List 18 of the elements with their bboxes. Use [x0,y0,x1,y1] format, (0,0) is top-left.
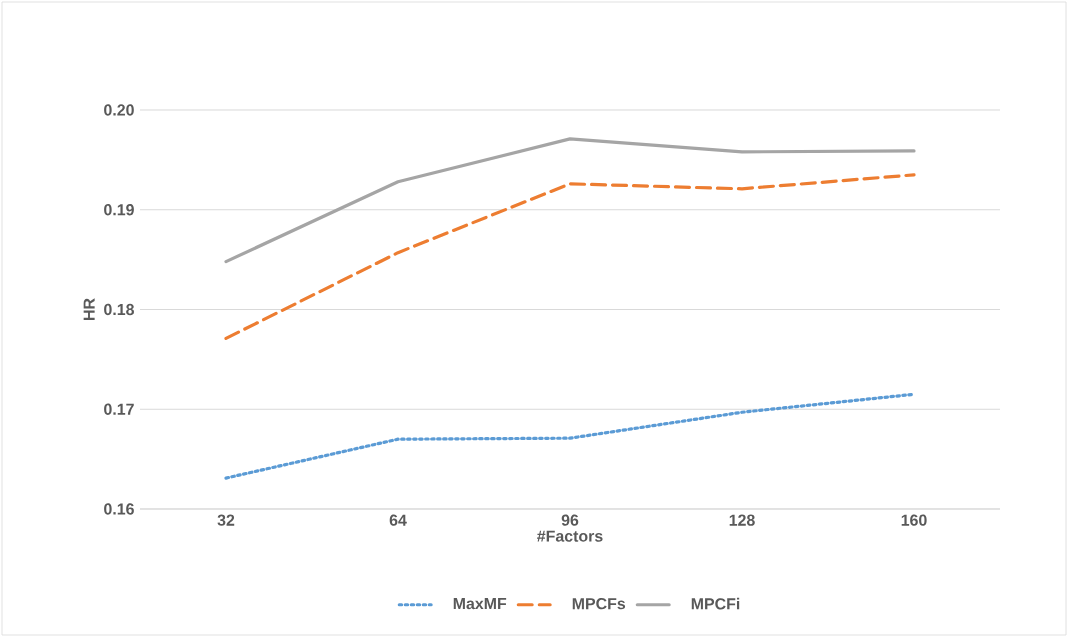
x-tick-label: 64 [389,514,407,526]
y-tick-label: 0.17 [104,403,134,415]
y-tick-label: 0.18 [104,303,134,316]
line-series [224,137,916,264]
legend-label: MaxMF [453,598,507,610]
y-axis-title: HR [83,298,95,320]
x-tick-label: 32 [217,514,235,526]
y-tick-label: 0.20 [104,104,134,116]
y-tick-label: 0.19 [104,204,134,216]
line-series [224,392,916,480]
line-series [224,173,916,341]
x-tick-label: 96 [561,514,579,526]
x-tick-label: 128 [729,514,755,526]
legend-label: MPCFs [572,598,626,610]
legend-label: MPCFi [691,597,740,610]
y-tick-label: 0.16 [104,503,134,515]
x-tick-label: 160 [901,514,927,526]
x-axis-title: #Factors [537,530,603,542]
